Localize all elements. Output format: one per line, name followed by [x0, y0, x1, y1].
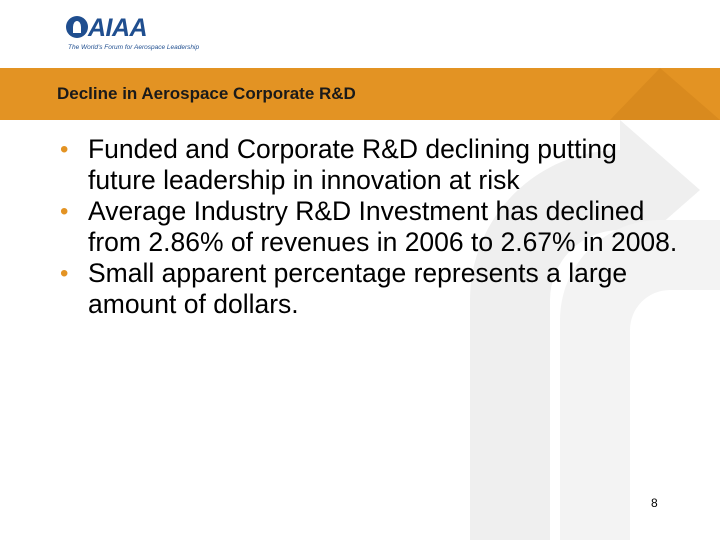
bullet-item: • Funded and Corporate R&D declining put… — [60, 134, 680, 196]
slide-title: Decline in Aerospace Corporate R&D — [57, 84, 356, 103]
bullet-list: • Funded and Corporate R&D declining put… — [60, 134, 680, 320]
title-arrow-shape-icon — [610, 68, 720, 120]
bullet-text: Average Industry R&D Investment has decl… — [88, 196, 678, 257]
bullet-marker-icon: • — [60, 136, 69, 163]
logo-wordmark: AIAA — [88, 14, 148, 42]
bullet-marker-icon: • — [60, 260, 69, 287]
bullet-item: • Average Industry R&D Investment has de… — [60, 196, 680, 258]
aiaa-logo: AIAA The World's Forum for Aerospace Lea… — [66, 14, 199, 56]
page-number: 8 — [651, 496, 658, 510]
logo-tagline: The World's Forum for Aerospace Leadersh… — [68, 44, 200, 51]
bullet-text: Small apparent percentage represents a l… — [88, 258, 628, 319]
title-bar: Decline in Aerospace Corporate R&D — [0, 68, 720, 120]
aiaa-emblem-icon — [66, 16, 88, 38]
bullet-text: Funded and Corporate R&D declining putti… — [88, 134, 617, 195]
bullet-marker-icon: • — [60, 198, 69, 225]
bullet-item: • Small apparent percentage represents a… — [60, 258, 680, 320]
